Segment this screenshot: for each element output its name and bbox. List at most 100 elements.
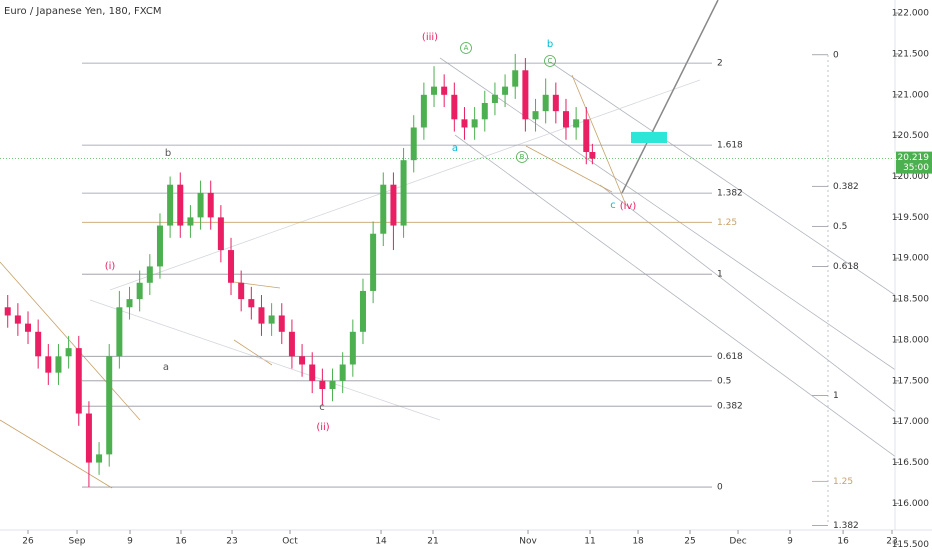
trend-line <box>233 339 273 366</box>
fib-label: 0.5 <box>833 222 847 232</box>
candle-body <box>420 94 427 128</box>
candle-body <box>217 217 224 251</box>
x-tick-label: 16 <box>837 537 849 547</box>
x-tick-label: 9 <box>127 537 133 547</box>
countdown-label: 35:00 <box>903 163 929 173</box>
wave-label: (i) <box>105 261 116 272</box>
wave-label: c <box>319 402 325 413</box>
candle-body <box>471 119 478 128</box>
candle-body <box>25 323 32 332</box>
candle-body <box>45 356 52 373</box>
candle-body <box>583 119 590 153</box>
candle-body <box>309 364 316 381</box>
candle-body <box>55 356 62 373</box>
y-tick-label: 119.500 <box>892 213 929 223</box>
fib-label: 2 <box>717 59 723 69</box>
candle-body <box>400 160 407 226</box>
y-tick-label: 119.000 <box>892 254 929 264</box>
drawings <box>0 0 932 525</box>
candle-body <box>197 192 204 218</box>
wave-label: A <box>464 44 469 52</box>
candle-body <box>167 184 174 226</box>
wave-label: (iii) <box>422 32 438 43</box>
y-tick-label: 115.500 <box>892 540 929 550</box>
candle-body <box>35 331 42 357</box>
candle-body <box>461 119 468 128</box>
wave-label: (ii) <box>316 422 329 433</box>
x-tick-label: 9 <box>787 537 793 547</box>
wave-label: (iv) <box>620 201 637 212</box>
x-tick-label: Oct <box>282 537 298 547</box>
x-tick-label: Dec <box>729 537 746 547</box>
candle-body <box>542 94 549 112</box>
candle-body <box>14 315 21 324</box>
wave-circle <box>460 42 472 54</box>
candle-body <box>441 86 448 95</box>
x-tick-label: 11 <box>584 537 595 547</box>
candle-body <box>359 290 366 332</box>
y-tick-label: 117.000 <box>892 417 929 427</box>
candle-body <box>258 307 265 324</box>
x-tick-label: 16 <box>175 537 187 547</box>
y-tick-label: 121.000 <box>892 90 929 100</box>
fib-label: 0.618 <box>717 352 743 362</box>
candle-body <box>552 94 559 112</box>
fib-label: 1.382 <box>833 521 859 531</box>
candle-body <box>278 315 285 332</box>
x-tick-label: 23 <box>886 537 897 547</box>
channel-line <box>454 134 901 461</box>
x-tick-label: 21 <box>427 537 438 547</box>
target-box <box>631 132 667 143</box>
channel-line <box>549 61 932 321</box>
fib-label: 0 <box>833 50 839 60</box>
fib-label: 1 <box>717 270 723 280</box>
fib-label: 0.382 <box>833 182 859 192</box>
trend-line <box>0 261 141 421</box>
trend-line <box>571 74 627 206</box>
candle-body <box>268 315 275 324</box>
candle-body <box>589 152 596 159</box>
x-tick-label: 23 <box>226 537 237 547</box>
wave-label: c <box>610 200 616 211</box>
x-tick-label: Nov <box>519 537 537 547</box>
y-tick-label: 118.000 <box>892 335 929 345</box>
candle-body <box>451 94 458 120</box>
fib-label: 0 <box>717 483 723 493</box>
candle-body <box>380 184 387 234</box>
channel-line <box>439 57 932 396</box>
candle-body <box>156 225 163 267</box>
wave-label: a <box>163 362 169 373</box>
candle-body <box>126 299 133 308</box>
candle-body <box>573 119 580 128</box>
chart-title: Euro / Japanese Yen, 180, FXCM <box>4 6 162 17</box>
candle-body <box>481 102 488 120</box>
candle-body <box>491 94 498 103</box>
candle-body <box>96 454 103 463</box>
y-tick-label: 116.500 <box>892 458 929 468</box>
fib-label: 1.25 <box>833 477 853 487</box>
candle-body <box>85 413 92 463</box>
fib-label: 0.5 <box>717 376 731 386</box>
y-tick-label: 121.500 <box>892 49 929 59</box>
y-tick-label: 120.000 <box>892 172 929 182</box>
candle-body <box>65 348 72 357</box>
candle-body <box>106 356 113 455</box>
last-price-label: 120.219 <box>892 153 929 163</box>
channel-line <box>599 184 932 441</box>
candle-body <box>299 356 306 365</box>
candle-body <box>116 307 123 357</box>
wave-circle <box>516 151 528 163</box>
candle-body <box>207 192 214 218</box>
candle-body <box>370 233 377 291</box>
candle-body <box>532 111 539 120</box>
candle-body <box>146 266 153 283</box>
wave-circle <box>544 55 556 67</box>
wave-label: a <box>452 143 458 154</box>
y-tick-label: 122.000 <box>892 9 929 19</box>
candle-body <box>522 70 529 120</box>
candle-body <box>4 307 11 316</box>
candle-body <box>329 380 336 390</box>
channel-line <box>89 299 441 421</box>
